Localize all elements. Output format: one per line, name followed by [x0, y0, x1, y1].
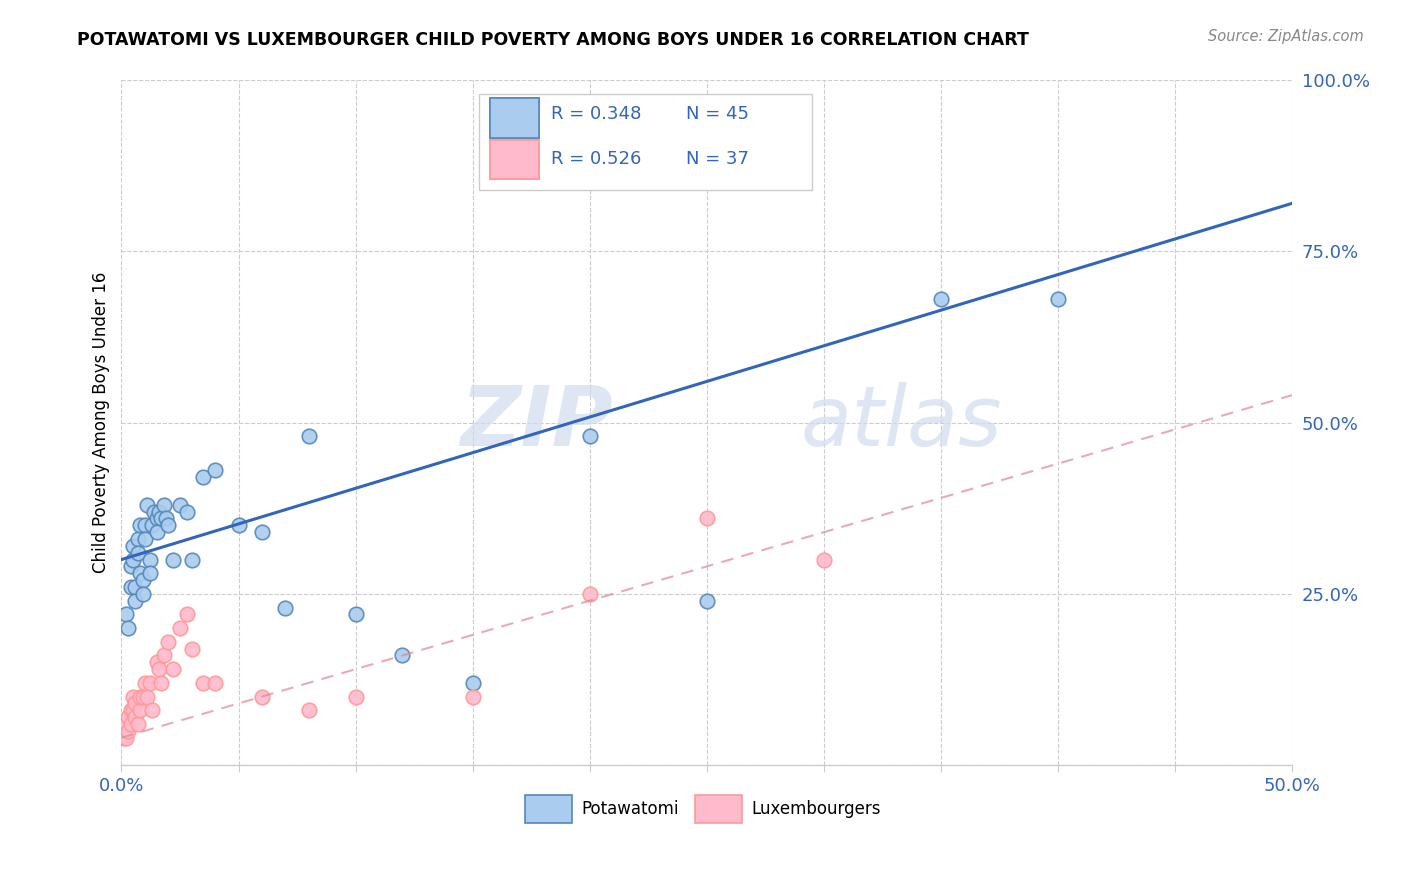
Point	[696, 593, 718, 607]
FancyBboxPatch shape	[695, 795, 742, 823]
Point	[250, 525, 273, 540]
Point	[461, 690, 484, 704]
Point	[120, 580, 142, 594]
Point	[124, 593, 146, 607]
Point	[228, 518, 250, 533]
Point	[155, 511, 177, 525]
Point	[169, 621, 191, 635]
Point	[145, 511, 167, 525]
Point	[122, 552, 145, 566]
FancyBboxPatch shape	[526, 795, 572, 823]
Point	[131, 690, 153, 704]
Point	[138, 566, 160, 581]
Point	[141, 518, 163, 533]
Point	[124, 697, 146, 711]
Point	[120, 703, 142, 717]
Point	[1047, 292, 1070, 306]
Point	[138, 676, 160, 690]
Point	[298, 703, 321, 717]
Point	[129, 703, 152, 717]
Point	[169, 498, 191, 512]
Text: R = 0.348: R = 0.348	[551, 105, 641, 123]
Text: atlas: atlas	[800, 382, 1002, 463]
Text: R = 0.526: R = 0.526	[551, 150, 641, 168]
FancyBboxPatch shape	[478, 94, 813, 190]
Point	[124, 710, 146, 724]
Point	[131, 587, 153, 601]
Point	[157, 634, 180, 648]
Text: N = 37: N = 37	[686, 150, 749, 168]
Point	[112, 731, 135, 745]
Point	[274, 600, 297, 615]
Point	[391, 648, 413, 663]
Point	[193, 676, 215, 690]
Point	[117, 710, 139, 724]
Text: POTAWATOMI VS LUXEMBOURGER CHILD POVERTY AMONG BOYS UNDER 16 CORRELATION CHART: POTAWATOMI VS LUXEMBOURGER CHILD POVERTY…	[77, 31, 1029, 49]
Point	[134, 518, 156, 533]
Point	[204, 463, 226, 477]
Point	[578, 429, 600, 443]
Point	[298, 429, 321, 443]
Point	[115, 717, 138, 731]
Point	[145, 525, 167, 540]
Point	[141, 703, 163, 717]
Point	[250, 690, 273, 704]
Point	[129, 690, 152, 704]
Point	[152, 648, 174, 663]
FancyBboxPatch shape	[491, 139, 540, 179]
Point	[115, 731, 138, 745]
FancyBboxPatch shape	[491, 98, 540, 138]
Point	[461, 676, 484, 690]
Point	[148, 505, 170, 519]
Point	[152, 498, 174, 512]
Point	[344, 690, 367, 704]
Point	[145, 656, 167, 670]
Point	[180, 641, 202, 656]
Point	[138, 552, 160, 566]
Point	[120, 559, 142, 574]
Point	[150, 511, 173, 525]
Point	[131, 573, 153, 587]
Point	[120, 717, 142, 731]
Point	[122, 539, 145, 553]
Point	[127, 532, 149, 546]
Point	[134, 676, 156, 690]
Point	[344, 607, 367, 622]
Point	[143, 505, 166, 519]
Point	[127, 717, 149, 731]
Point	[127, 546, 149, 560]
Point	[136, 498, 159, 512]
Point	[134, 532, 156, 546]
Point	[578, 587, 600, 601]
Point	[136, 690, 159, 704]
Point	[162, 662, 184, 676]
Point	[148, 662, 170, 676]
Point	[193, 470, 215, 484]
Point	[176, 607, 198, 622]
Point	[204, 676, 226, 690]
Point	[122, 690, 145, 704]
Point	[813, 552, 835, 566]
Text: ZIP: ZIP	[461, 382, 613, 463]
Point	[117, 723, 139, 738]
Point	[180, 552, 202, 566]
Point	[696, 511, 718, 525]
Text: Potawatomi: Potawatomi	[582, 800, 679, 818]
Point	[115, 607, 138, 622]
Point	[929, 292, 952, 306]
Text: Luxembourgers: Luxembourgers	[751, 800, 880, 818]
Text: N = 45: N = 45	[686, 105, 749, 123]
Point	[176, 505, 198, 519]
Point	[117, 621, 139, 635]
Point	[129, 566, 152, 581]
Point	[122, 703, 145, 717]
Point	[129, 518, 152, 533]
Text: Source: ZipAtlas.com: Source: ZipAtlas.com	[1208, 29, 1364, 44]
Point	[157, 518, 180, 533]
Point	[150, 676, 173, 690]
Point	[124, 580, 146, 594]
Point	[162, 552, 184, 566]
Y-axis label: Child Poverty Among Boys Under 16: Child Poverty Among Boys Under 16	[93, 272, 110, 574]
